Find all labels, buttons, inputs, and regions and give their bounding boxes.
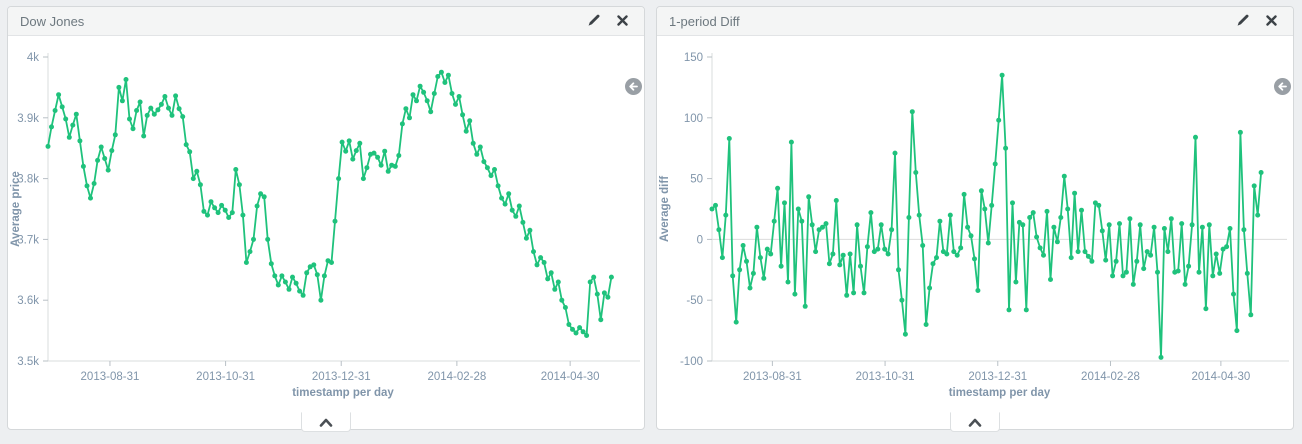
svg-text:-100: -100 xyxy=(680,356,703,368)
svg-text:0: 0 xyxy=(697,234,703,246)
svg-text:Average price: Average price xyxy=(10,171,22,247)
edit-panel-button[interactable] xyxy=(1235,14,1250,29)
panel-header: Dow Jones xyxy=(8,7,644,36)
svg-text:3.8k: 3.8k xyxy=(17,174,39,186)
legend-toggle-button[interactable] xyxy=(950,412,1000,432)
panel-title: Dow Jones xyxy=(20,13,85,29)
pencil-icon xyxy=(587,13,601,30)
edit-panel-button[interactable] xyxy=(586,14,601,29)
svg-text:2014-04-30: 2014-04-30 xyxy=(541,371,600,383)
svg-text:2014-02-28: 2014-02-28 xyxy=(1081,371,1140,383)
svg-text:Average diff: Average diff xyxy=(659,176,671,242)
chart-canvas[interactable]: 150 100 50 0 -50 -100 2013-08-31 2013-10-31 2013… xyxy=(657,36,1293,429)
svg-text:2013-12-31: 2013-12-31 xyxy=(312,371,371,383)
x-icon xyxy=(1266,14,1277,29)
svg-text:3.9k: 3.9k xyxy=(17,113,39,125)
svg-text:3.6k: 3.6k xyxy=(17,295,39,307)
circle-back-arrow-icon[interactable] xyxy=(625,78,642,95)
svg-text:3.5k: 3.5k xyxy=(17,356,39,368)
pencil-icon xyxy=(1236,13,1250,30)
svg-text:2013-10-31: 2013-10-31 xyxy=(196,371,255,383)
close-panel-button[interactable] xyxy=(1264,14,1279,29)
svg-text:2013-08-31: 2013-08-31 xyxy=(81,371,140,383)
svg-text:3.7k: 3.7k xyxy=(17,234,39,246)
svg-text:timestamp per day: timestamp per day xyxy=(949,387,1051,399)
svg-text:timestamp per day: timestamp per day xyxy=(292,387,394,399)
chevron-up-icon xyxy=(968,415,982,430)
panel-title: 1-period Diff xyxy=(669,13,740,29)
svg-text:2013-08-31: 2013-08-31 xyxy=(743,371,802,383)
panel-dow-jones: Dow Jones 4k 3.9k 3.8k 3.7k 3.6k 3.5k 2013-08-… xyxy=(7,6,645,432)
svg-text:2013-12-31: 2013-12-31 xyxy=(968,371,1027,383)
chart-area: 150 100 50 0 -50 -100 2013-08-31 2013-10-31 2013… xyxy=(657,36,1293,432)
circle-back-arrow-icon[interactable] xyxy=(1274,78,1291,95)
legend-toggle-button[interactable] xyxy=(301,412,351,432)
svg-text:4k: 4k xyxy=(27,52,39,64)
panel-header: 1-period Diff xyxy=(657,7,1293,36)
svg-text:2014-02-28: 2014-02-28 xyxy=(427,371,486,383)
chevron-up-icon xyxy=(319,415,333,430)
chart-area: 4k 3.9k 3.8k 3.7k 3.6k 3.5k 2013-08-31 2013-10-… xyxy=(8,36,644,432)
svg-text:2013-10-31: 2013-10-31 xyxy=(856,371,915,383)
svg-text:50: 50 xyxy=(690,174,703,186)
x-icon xyxy=(617,14,628,29)
svg-text:150: 150 xyxy=(684,52,703,64)
panel-1-period-diff: 1-period Diff 150 100 50 0 -50 -100 2013-08-31… xyxy=(656,6,1294,432)
svg-text:100: 100 xyxy=(684,113,703,125)
close-panel-button[interactable] xyxy=(615,14,630,29)
svg-text:2014-04-30: 2014-04-30 xyxy=(1191,371,1250,383)
svg-text:-50: -50 xyxy=(686,295,703,307)
chart-canvas[interactable]: 4k 3.9k 3.8k 3.7k 3.6k 3.5k 2013-08-31 2013-10-… xyxy=(8,36,644,429)
